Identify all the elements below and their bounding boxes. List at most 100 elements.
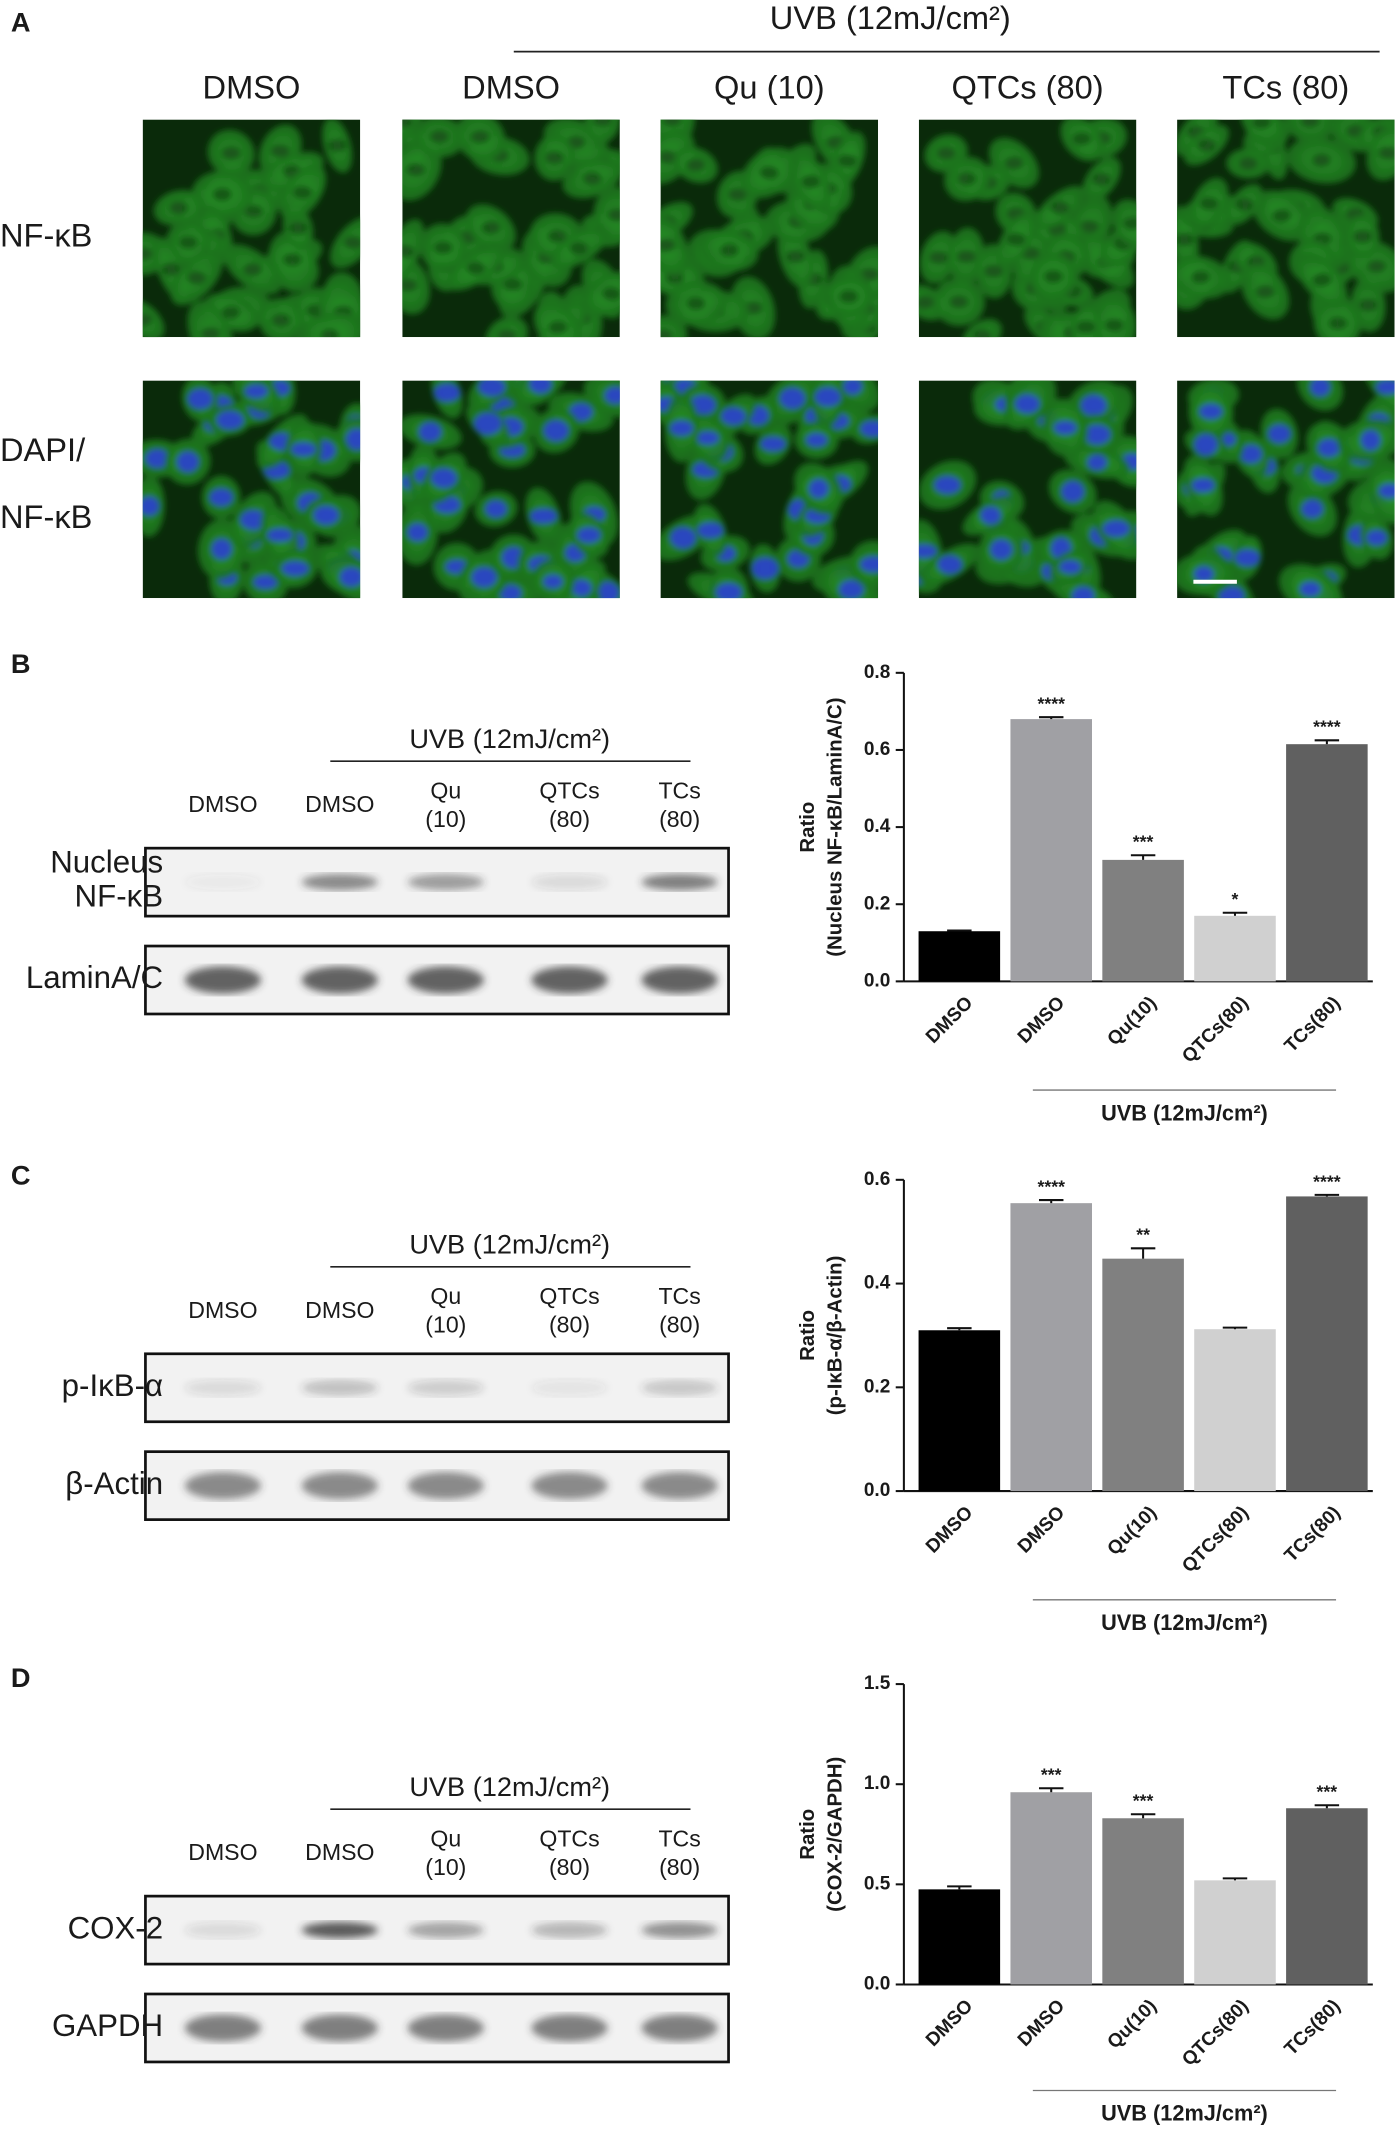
y-tick-label: 0.6 [864,739,890,760]
micrograph-content [660,119,879,338]
nucleus [1059,560,1081,574]
x-tick-label: Qu(10) [1104,993,1161,1050]
micrograph [918,119,1137,338]
nucleus [934,476,961,494]
nucleus [1366,529,1387,546]
nucleus [187,388,213,410]
nucleus [145,449,170,468]
nucleus [571,579,592,597]
x-tick-label: Qu(10) [1104,1996,1161,2053]
band [641,1379,718,1396]
x-tick-label: TCs(80) [1281,993,1345,1057]
x-tick-label: DMSO [1014,1996,1069,2051]
panel-letter: C [11,1159,31,1190]
lane-label: TCs [658,778,700,804]
lane-label: (80) [549,1854,590,1880]
band [641,873,718,891]
nucleus [1076,320,1096,334]
nucleus [485,500,507,518]
micrograph-content [1177,380,1395,599]
column-label: Qu (10) [714,68,825,105]
nucleus [1378,483,1395,499]
row-label: Nucleus [50,845,163,880]
nucleus [545,150,565,165]
nucleus [1301,499,1324,519]
band [407,966,484,994]
nucleus [696,431,719,445]
error-bar [1314,1193,1340,1197]
group-label: UVB (12mJ/cm²) [409,723,610,754]
group-label: UVB (12mJ/cm²) [770,0,1011,36]
nucleus [402,278,418,293]
nucleus [785,249,805,264]
micrograph-content [918,380,1137,599]
nucleus [466,261,486,275]
nucleus [497,328,517,338]
band [531,1379,608,1396]
group-label: UVB (12mJ/cm²) [409,1229,610,1260]
lane-label: DMSO [305,1297,374,1323]
micrograph-content [402,119,620,338]
nucleus [271,313,291,327]
lane-label: QTCs [539,778,599,804]
y-tick-label: 0.0 [864,1480,890,1501]
nucleus [161,262,181,277]
cells [660,119,879,338]
nucleus [547,229,567,243]
lane-label: (80) [549,1312,590,1338]
row-label: COX-2 [68,1910,164,1945]
nucleus [282,252,302,267]
column-label: DMSO [462,68,560,105]
band [184,1379,261,1396]
lane-label: QTCs [539,1283,599,1309]
lane-label: (80) [659,806,700,832]
band [641,1921,718,1939]
nucleus [402,119,413,128]
nucleus [481,220,501,235]
x-tick-label: DMSO [922,1996,977,2051]
bar [1010,1203,1092,1492]
nucleus [1378,146,1395,160]
nucleus [291,442,316,457]
row-label: DAPI/ [0,431,86,468]
nucleus [1239,444,1262,464]
nucleus [577,527,601,543]
lane-label: DMSO [305,791,374,817]
nucleus [1328,316,1348,331]
nucleus [760,436,786,452]
error-bar [1130,1813,1156,1819]
nucleus [1123,216,1137,231]
y-tick-label: 0.4 [864,816,891,837]
nucleus [178,235,198,250]
nucleus [719,243,739,257]
nucleus [543,574,563,589]
band [407,1472,484,1500]
nucleus [860,420,879,437]
error-bar [947,1327,972,1331]
nucleus [990,539,1013,560]
nucleus [1317,438,1340,457]
error-bar [1038,1199,1064,1204]
micrograph-content [1177,119,1395,338]
row-label: GAPDH [52,2008,163,2043]
bands [184,1379,718,1396]
x-tick-label: QTCs(80) [1178,1502,1253,1577]
row-label: NF-κB [75,879,164,914]
nucleus [918,295,935,310]
error-bar [1314,739,1340,745]
lane-label: DMSO [188,1839,257,1865]
group-label: UVB (12mJ/cm²) [1101,1610,1268,1635]
nucleus [1087,454,1107,471]
bar [1286,1196,1368,1492]
column-label: TCs (80) [1222,68,1349,105]
nucleus [1194,434,1218,456]
significance: *** [1133,832,1154,852]
significance: * [1232,889,1239,909]
nucleus [1104,318,1124,332]
micrograph-content [660,380,879,599]
micrograph [402,380,620,599]
micrograph [142,119,361,338]
row-label: p-IκB-α [62,1368,163,1403]
y-axis-label: (COX-2/GAPDH) [824,1757,846,1912]
row-label: β-Actin [65,1466,163,1501]
